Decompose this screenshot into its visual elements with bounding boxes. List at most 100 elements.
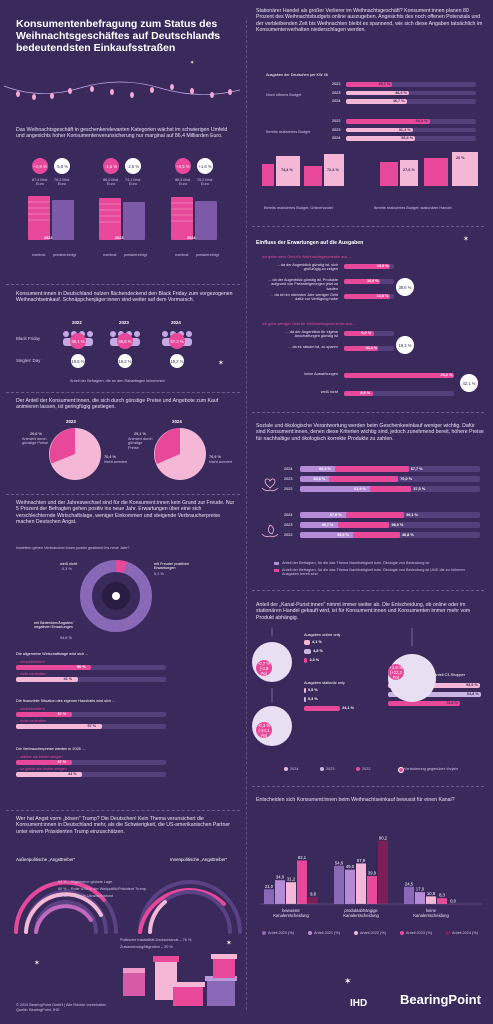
s7-more-title: Ich gebe mehr Geld für Weihnachtsgeschen…	[262, 255, 353, 259]
s2-year: 2024	[171, 320, 181, 325]
pie-2023	[49, 428, 101, 480]
bar-value: 4,8 %	[313, 649, 323, 654]
legend-label: Anteil 2024 (%)	[452, 931, 478, 935]
legend-label: Anteil 2020 (%)	[268, 931, 294, 935]
s3-2024-a-label: Animiert durch günstige Preise	[128, 437, 153, 450]
bar-background	[16, 760, 166, 765]
real-label: preisbereinigt	[124, 253, 147, 257]
bar-2-3	[437, 898, 447, 904]
bar-value-1: 60,4 %	[319, 467, 331, 471]
column-divider	[246, 20, 247, 1010]
s7-row-label: ... da der Augenblick günstig ist, Produ…	[268, 278, 338, 291]
s4-weiss-value: 0,3 %	[62, 567, 72, 571]
bar-value-label: 49,0	[346, 864, 355, 869]
s4-question: Inwiefern gehen Verbraucher:innen positi…	[16, 546, 130, 550]
hands-heart-icon	[261, 478, 279, 492]
bar-background	[16, 772, 166, 777]
s4-group-title: Die Verbraucherpreise werden in 2025 ...	[16, 747, 86, 751]
bar-2-1	[415, 892, 425, 904]
divider	[252, 226, 484, 227]
bar-2-4	[448, 904, 458, 905]
s3-2023-b-label: Nicht animiert	[104, 460, 128, 464]
bar-value-2: 58,0 %	[391, 523, 404, 527]
left-column: Konsumentenbefragung zum Status des Weih…	[0, 0, 246, 1024]
divider	[6, 392, 240, 393]
bar-fill	[344, 331, 375, 336]
legend-dot-2022	[356, 767, 360, 771]
lights-garland	[3, 81, 241, 100]
s4-group-title: Die finanzielle Situation des eigenen Ha…	[16, 699, 116, 703]
bar-value: 73,6 %	[446, 701, 458, 706]
legend-2022: 2022	[362, 767, 371, 771]
s9-store-title: Ausgaben stationär only	[304, 681, 345, 685]
bf-2022: 65,1 %	[70, 333, 86, 349]
s7-row-label: ... da ich im nächsten Jahr weniger Geld…	[270, 293, 338, 302]
bar-value-2: 67,7 %	[410, 467, 423, 471]
row-label-black-friday: Black Friday	[16, 336, 41, 341]
s5-left-title: Außenpolitische „Angsttreiber"	[16, 857, 76, 862]
s5-item2: Politische Instabilität Deutschlands – 7…	[120, 938, 192, 942]
s6-online-label: Bereits realisiertes Budget: Onlinehande…	[264, 206, 333, 210]
legend-dot	[354, 931, 358, 935]
divider	[252, 412, 484, 413]
bearingpoint-logo: BearingPoint	[400, 991, 481, 1009]
s9-c3-title: Anteil C3-Shopper	[434, 673, 466, 677]
bar-0-2	[286, 882, 296, 904]
bar-fill-pay	[335, 466, 409, 472]
nominal-value: 86,0 Mrd. Euro	[102, 178, 120, 187]
bar-background	[346, 90, 476, 95]
bar-value: 51,4 %	[398, 127, 411, 132]
s4-item-label: ... stärker als bisher steigen	[16, 755, 63, 759]
sd-2023: 18,2 %	[118, 354, 132, 368]
bar-fill-pay	[353, 532, 400, 538]
hands-leaf-icon	[261, 524, 279, 538]
nominal-label: nominal	[103, 253, 117, 257]
bar-value-label: 10,9	[427, 891, 436, 896]
s4-pos-value: 5,1 %	[154, 572, 164, 576]
year-label: 2024	[187, 236, 196, 240]
bar-fill-pay	[370, 486, 412, 492]
bar-0-1	[275, 880, 285, 904]
legend-label: Anteil 2022 (%)	[360, 931, 386, 935]
s8-year: 2022	[284, 487, 293, 491]
bar-1-1	[345, 869, 355, 904]
bar-fill	[346, 136, 416, 141]
bar-value-2: 56,1 %	[406, 513, 419, 517]
bar-1-3	[367, 876, 377, 904]
s7-row-label: keine Auswirkungen	[304, 372, 338, 376]
s6-year: 2023	[332, 127, 341, 132]
s7-row-label: ... da der Augenblick für eigene Anschaf…	[285, 330, 338, 339]
bar-value: 4,1 %	[312, 640, 322, 645]
s6-text: Stationärer Handel als großer Verlierer …	[256, 8, 483, 33]
s4-item-label: ... nicht verändern	[16, 672, 47, 676]
legend-dot-change	[398, 767, 404, 773]
shopping-bags	[262, 152, 478, 186]
bar-background	[346, 99, 476, 104]
bar-value: 46,7 %	[392, 99, 405, 104]
bar-background	[300, 522, 480, 528]
footer-copy: © 2024 BearingPoint GmbH | Alle Rechte v…	[16, 1003, 107, 1007]
s2-year: 2022	[72, 320, 82, 325]
bar-value-label: 0,0	[450, 899, 456, 904]
s2-note: Anteil der Befragten, die an den Rabattt…	[70, 379, 165, 383]
s7-row-label: ... da es ratsam ist, zu sparen	[288, 345, 338, 349]
bar-value: 0,3 %	[308, 697, 318, 702]
bar-value-label: 39,9	[368, 871, 377, 876]
s5-item: 80 % – Rolle USA in der Weltpolitik/Präs…	[58, 887, 146, 891]
bar-fill-share	[300, 486, 412, 492]
ihd-logo: IHD	[350, 993, 367, 1011]
bar-value-label: 17,0	[416, 887, 425, 892]
star-icon: ✶	[190, 60, 195, 66]
year-label: 2022	[44, 236, 53, 240]
legend-dot	[446, 931, 450, 935]
bar-background	[16, 665, 166, 670]
bar-value: 10,4 %	[365, 346, 378, 351]
s4-item-label: ... verschlechtern	[16, 660, 45, 664]
bar-value-label: 54,6	[335, 860, 344, 865]
s7-less-title: Ich gebe weniger Geld für Weihnachtsgesc…	[262, 322, 358, 326]
s6-online-0: 74,4 %	[281, 168, 293, 172]
change-nominal-badge: +1,9 %	[32, 158, 48, 174]
nominal-label: nominal	[175, 253, 189, 257]
bar-value: 37 %	[57, 712, 67, 717]
nominal-label: nominal	[32, 253, 46, 257]
